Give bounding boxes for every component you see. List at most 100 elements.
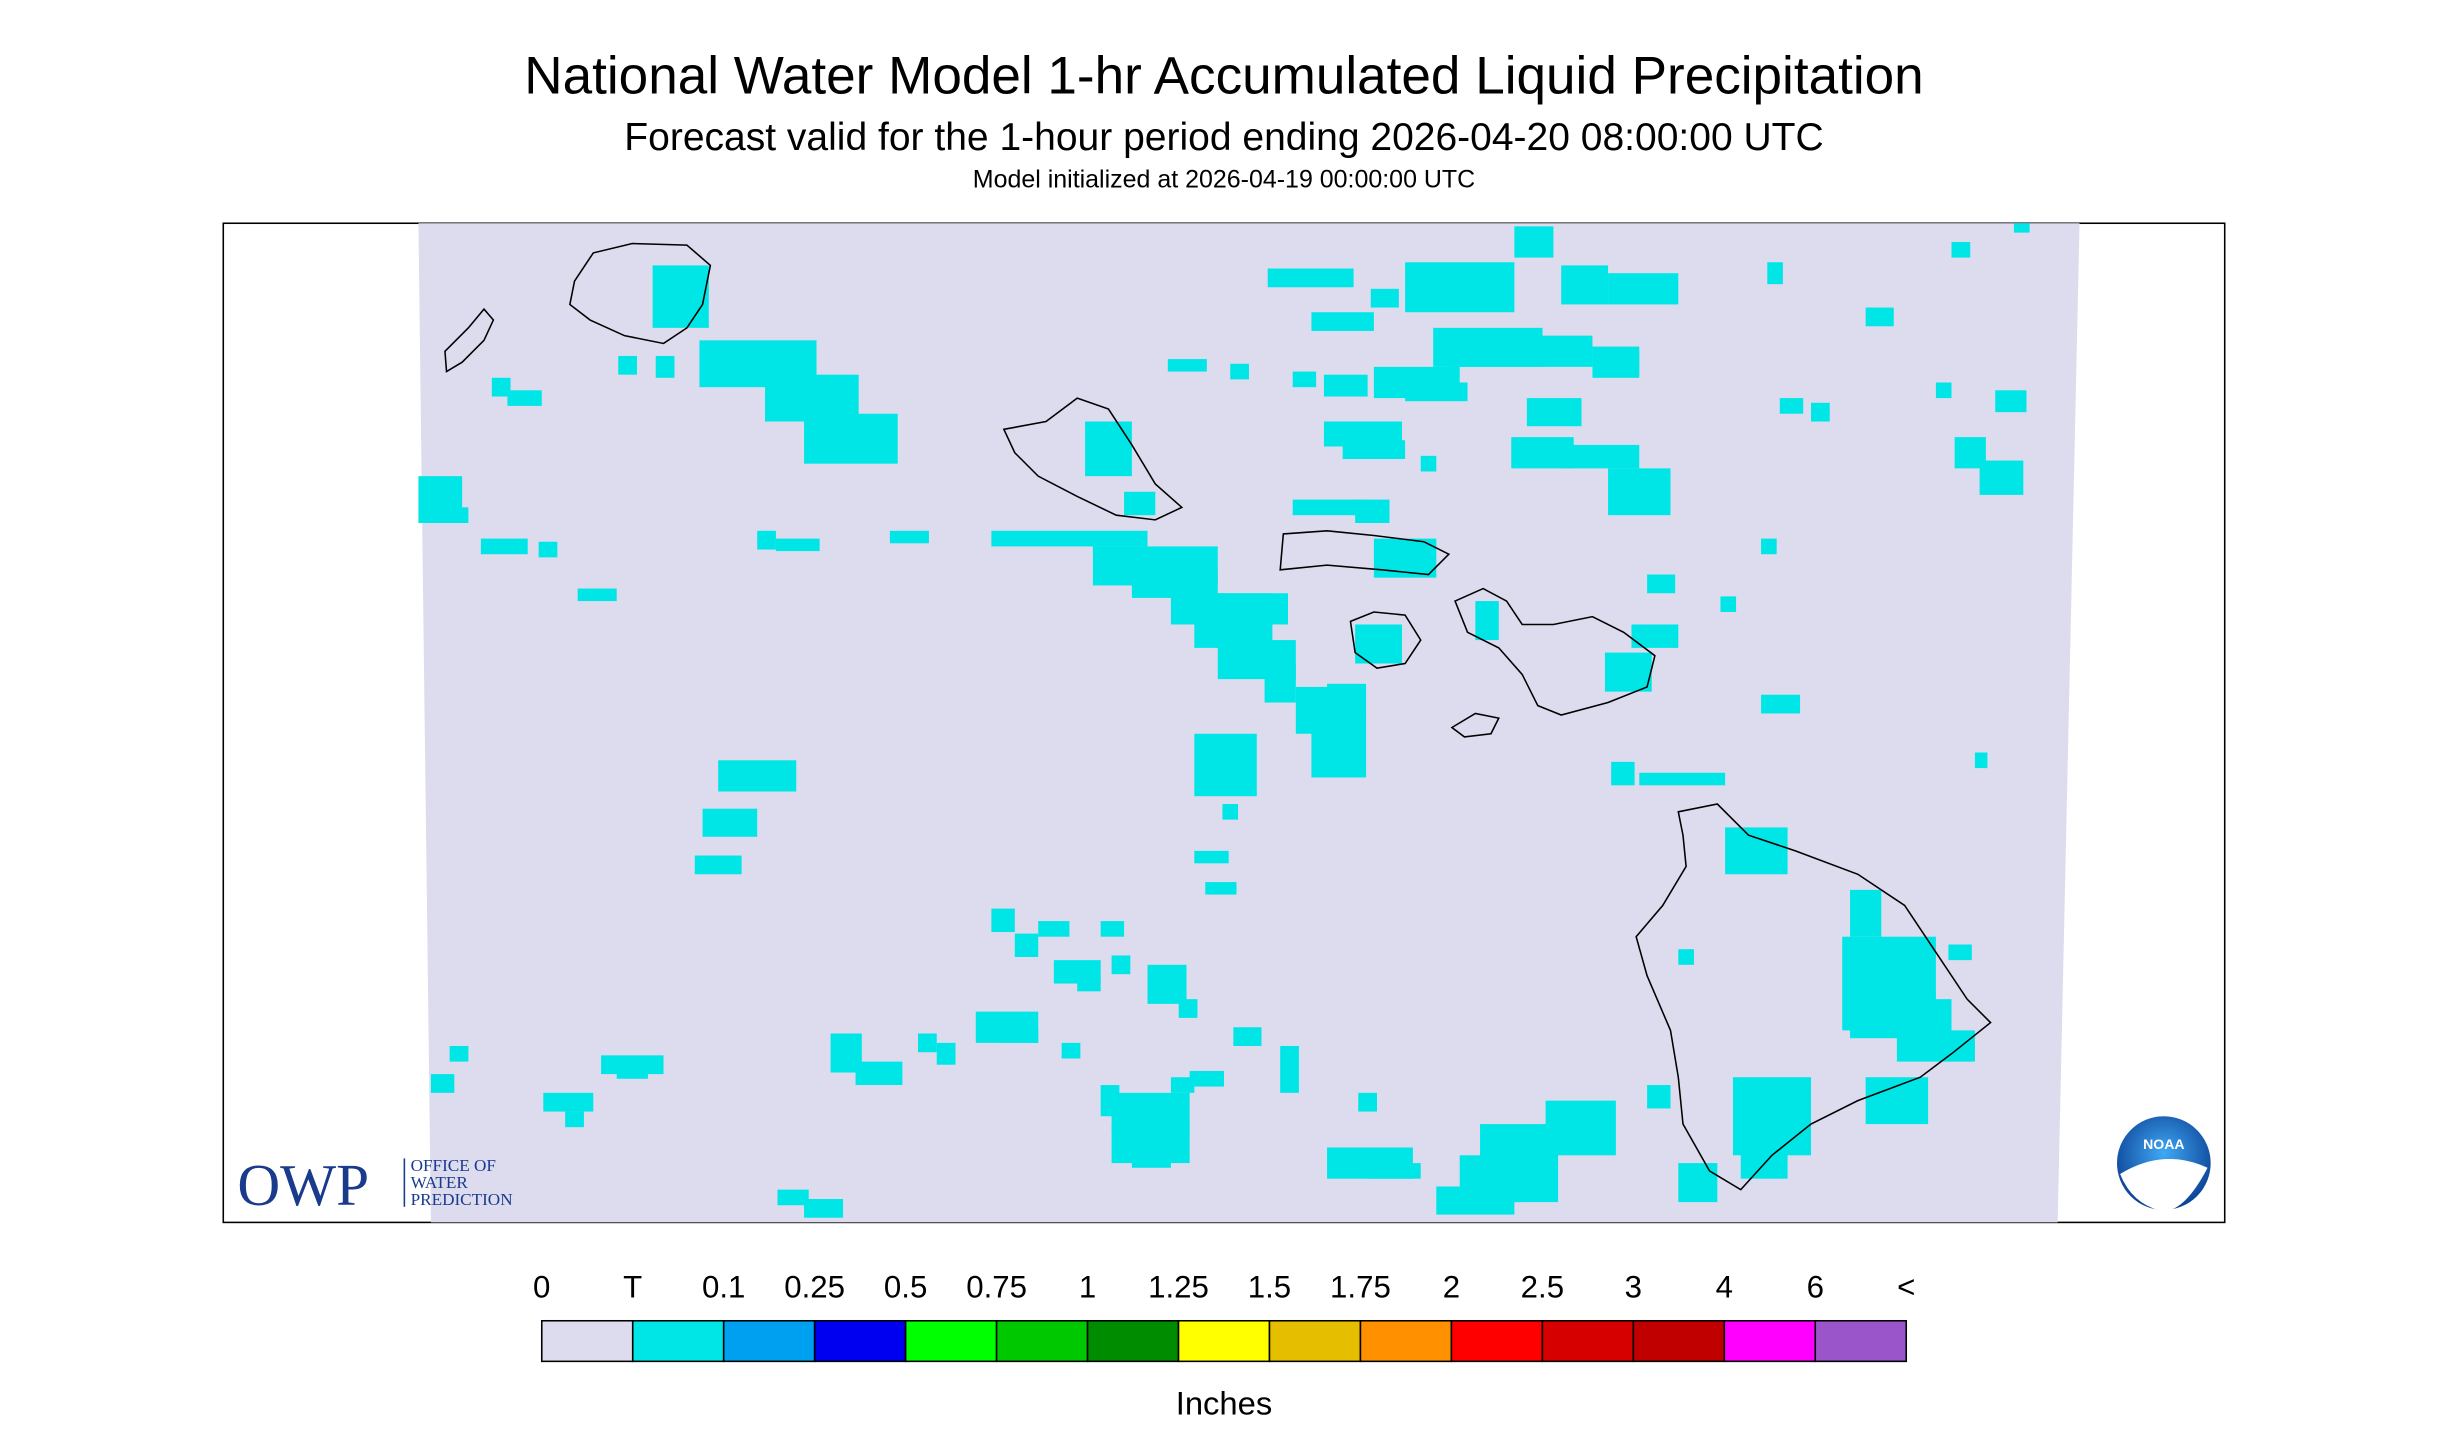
- legend-label: 3: [1625, 1269, 1642, 1304]
- precip-cell: [991, 908, 1015, 933]
- precip-cell: [1561, 265, 1609, 305]
- legend-swatch: [1359, 1319, 1453, 1363]
- precip-cell: [1170, 1077, 1195, 1093]
- legend-swatch: [1177, 1319, 1271, 1363]
- legend-swatch: [1268, 1319, 1362, 1363]
- precip-cell: [1604, 652, 1652, 692]
- legend-label: 0.25: [784, 1269, 845, 1304]
- precip-cell: [1979, 460, 2024, 495]
- precip-cell: [652, 265, 709, 328]
- precip-cell: [1611, 761, 1635, 786]
- precip-cell: [1767, 262, 1783, 285]
- precip-cell: [918, 1033, 937, 1053]
- precip-cell: [577, 588, 617, 602]
- precip-cell: [1420, 455, 1437, 472]
- legend-label: 2: [1443, 1269, 1460, 1304]
- precip-cell: [1111, 955, 1131, 975]
- precip-cell: [1608, 273, 1679, 305]
- precip-cell: [1311, 312, 1374, 331]
- precip-cell: [1850, 889, 1882, 937]
- legend: 0 T 0.1 0.25 0.5 0.75 1 1.25 1.5 1.75 2 2.5 3 4 6 <: [533, 1269, 1915, 1363]
- precip-cell: [1342, 440, 1406, 459]
- legend-swatch: [540, 1319, 634, 1363]
- precip-cell: [1222, 804, 1239, 820]
- precip-cell: [491, 377, 511, 397]
- owp-line: PREDICTION: [411, 1190, 513, 1209]
- precip-cell: [1085, 421, 1132, 477]
- legend-label: T: [623, 1269, 642, 1304]
- legend-units: Inches: [1176, 1384, 1273, 1421]
- precip-cell: [1935, 382, 1952, 399]
- legend-label: 1.5: [1248, 1269, 1291, 1304]
- owp-line: WATER: [411, 1173, 469, 1192]
- legend-label: 4: [1716, 1269, 1733, 1304]
- precip-cell: [1761, 694, 1801, 714]
- maui: [1454, 587, 1656, 716]
- precip-cell: [1264, 663, 1296, 703]
- noaa-gull: [2120, 1158, 2208, 1212]
- precip-cell: [655, 355, 675, 378]
- precip-cell: [1194, 850, 1229, 864]
- precip-cell: [1811, 402, 1830, 422]
- precip-cell: [702, 808, 758, 837]
- oahu: [1002, 397, 1184, 521]
- legend-label: 2.5: [1521, 1269, 1564, 1304]
- precip-cell: [1631, 624, 1679, 648]
- precip-cell: [1202, 764, 1234, 794]
- legend-label: 1.25: [1148, 1269, 1209, 1304]
- legend-label: <: [1897, 1269, 1915, 1304]
- noaa-text: NOAA: [2143, 1136, 2184, 1152]
- precip-cell: [1865, 307, 1894, 327]
- precip-cell: [1370, 288, 1399, 308]
- precip-cell: [1230, 363, 1249, 380]
- init-time: Model initialized at 2026-04-19 00:00:00…: [973, 165, 1475, 193]
- legend-swatch: [1814, 1319, 1908, 1363]
- precip-cell: [1896, 999, 1952, 1062]
- legend-label: 6: [1807, 1269, 1824, 1304]
- legend-swatch: [1086, 1319, 1180, 1363]
- precip-patches: [418, 223, 2030, 1218]
- molokai: [1279, 530, 1451, 576]
- precip-cell: [618, 355, 637, 375]
- noaa-logo: NOAA: [2113, 1113, 2214, 1214]
- precip-cell: [449, 1045, 469, 1062]
- precip-cell: [889, 530, 929, 544]
- precip-cell: [1131, 1139, 1171, 1168]
- precip-cell: [1397, 554, 1429, 570]
- precip-cell: [1189, 1070, 1224, 1087]
- precip-cell: [1405, 262, 1515, 313]
- precip-cell: [1608, 468, 1671, 516]
- legend-label: 0.5: [884, 1269, 927, 1304]
- precip-cell: [1779, 398, 1804, 414]
- legend-swatch: [722, 1319, 816, 1363]
- precip-cell: [1850, 983, 1905, 1039]
- precip-cell: [1995, 390, 2027, 413]
- precip-cell: [1267, 268, 1354, 288]
- precip-cell: [1061, 1042, 1081, 1059]
- precip-cell: [1514, 226, 1554, 258]
- precip-cell: [1678, 949, 1694, 965]
- legend-swatch: [631, 1319, 725, 1363]
- legend-swatch: [1541, 1319, 1635, 1363]
- legend-swatch: [813, 1319, 907, 1363]
- precip-cell: [718, 760, 797, 792]
- precip-cell: [444, 507, 469, 523]
- owp-logo: OWP OFFICE OF WATER PREDICTION: [237, 1152, 512, 1218]
- legend-label: 1.75: [1330, 1269, 1391, 1304]
- precip-cell: [991, 530, 1148, 547]
- precip-cell: [1355, 624, 1402, 664]
- legend-swatch: [1632, 1319, 1726, 1363]
- precip-cell: [1292, 499, 1363, 516]
- owp-abbr: OWP: [237, 1152, 369, 1218]
- precip-cell: [1475, 601, 1499, 641]
- precip-cell: [1280, 1045, 1299, 1093]
- precip-cell: [1561, 444, 1640, 469]
- precip-cell: [1178, 999, 1198, 1018]
- precip-cell: [1639, 772, 1726, 786]
- precip-cell: [999, 1027, 1039, 1043]
- precip-cell: [757, 530, 776, 550]
- precip-cell: [936, 1042, 956, 1065]
- legend-swatch: [904, 1319, 998, 1363]
- precip-cell: [1405, 382, 1468, 402]
- precip-cell: [1038, 921, 1070, 937]
